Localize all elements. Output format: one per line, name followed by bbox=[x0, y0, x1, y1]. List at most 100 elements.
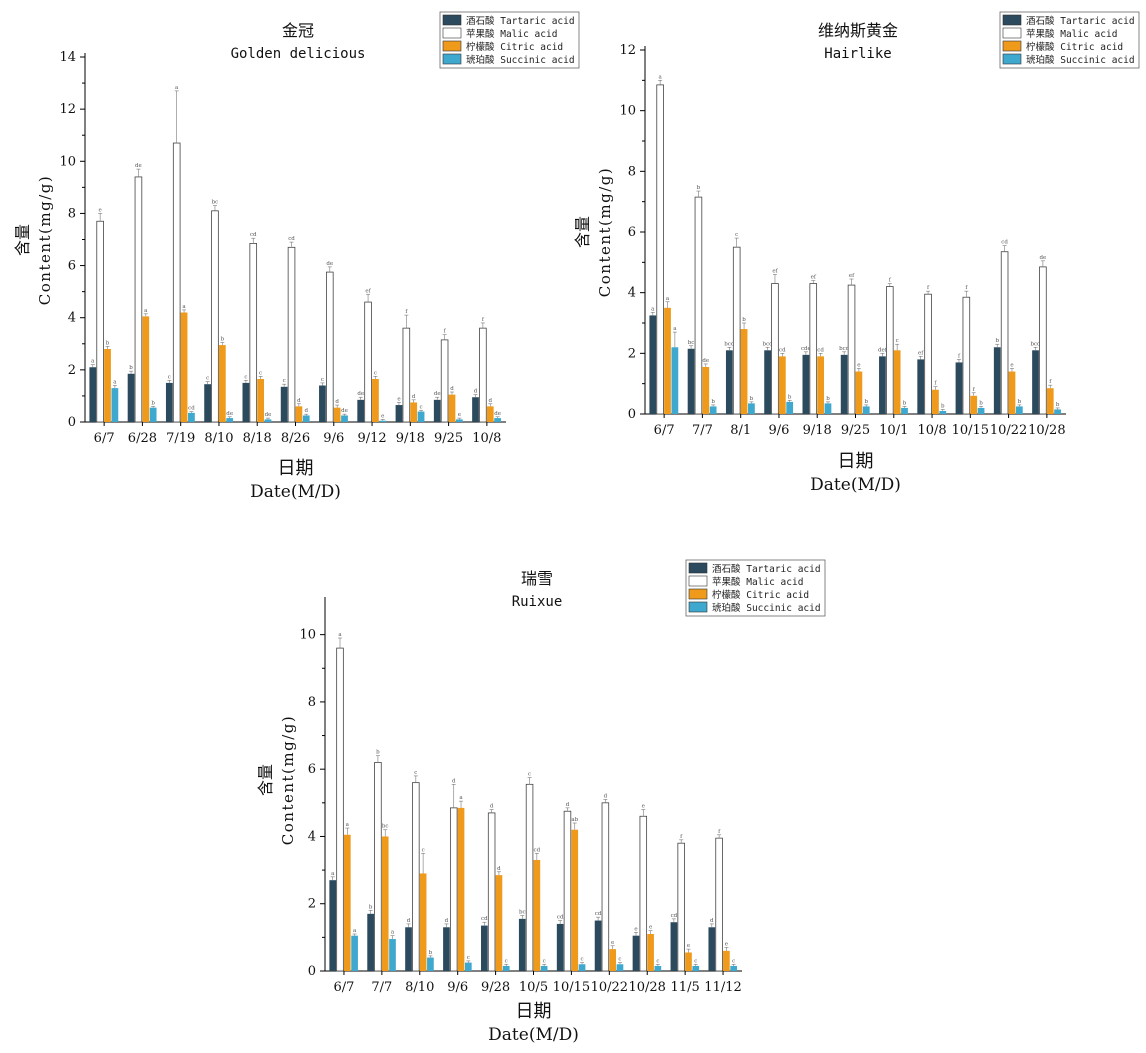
bar-malic bbox=[601, 802, 610, 972]
significance-letter: b bbox=[788, 394, 792, 400]
bar-tartaric bbox=[127, 373, 135, 422]
bar-malic bbox=[1000, 251, 1009, 415]
x-axis-label-en: Date(M/D) bbox=[488, 1025, 579, 1045]
x-tick-label: 6/7 bbox=[94, 431, 115, 446]
significance-letter: f bbox=[973, 387, 976, 393]
significance-letter: c bbox=[543, 958, 546, 964]
significance-letter: b bbox=[697, 185, 701, 191]
y-tick-label: 0 bbox=[628, 407, 636, 422]
legend-swatch bbox=[1002, 14, 1022, 26]
chart-title: 瑞雪 bbox=[521, 569, 553, 588]
significance-letter: b bbox=[106, 340, 110, 346]
significance-letter: e bbox=[857, 363, 860, 369]
x-axis-label-en: Date(M/D) bbox=[810, 475, 901, 495]
x-tick-label: 9/12 bbox=[357, 431, 386, 446]
significance-letter: f bbox=[934, 381, 937, 387]
y-tick-label: 10 bbox=[59, 154, 76, 169]
bar-tartaric bbox=[329, 880, 337, 971]
x-tick-label: 8/1 bbox=[730, 423, 751, 438]
bar-succinic bbox=[494, 418, 501, 422]
bar-succinic bbox=[464, 962, 472, 971]
bar-malic bbox=[364, 301, 372, 423]
x-axis-label-cn: 日期 bbox=[838, 451, 874, 472]
bar-tartaric bbox=[594, 920, 602, 971]
bar-malic bbox=[847, 284, 856, 415]
significance-letter: c bbox=[321, 377, 324, 383]
bar-malic bbox=[715, 837, 723, 972]
bar-tartaric bbox=[955, 362, 963, 414]
significance-letter: e bbox=[397, 396, 400, 402]
y-tick-label: 6 bbox=[628, 225, 636, 240]
y-axis-label: 含量 Content(mg/g) bbox=[13, 175, 54, 305]
significance-letter: a bbox=[144, 308, 148, 314]
significance-letter: c bbox=[505, 958, 508, 964]
significance-letter: cd bbox=[288, 236, 295, 242]
x-tick-label: 9/18 bbox=[803, 423, 832, 438]
bar-succinic bbox=[389, 939, 396, 971]
x-tick-label: 6/7 bbox=[333, 980, 354, 995]
bar-citric bbox=[664, 307, 671, 414]
bar-citric bbox=[893, 350, 901, 414]
y-tick-label: 8 bbox=[308, 695, 316, 710]
significance-letter: a bbox=[346, 822, 350, 828]
bar-citric bbox=[1008, 371, 1016, 414]
significance-letter: ab bbox=[571, 817, 578, 823]
legend-entry: 琥珀酸 Succinic acid bbox=[1026, 54, 1135, 66]
significance-letter: e bbox=[687, 943, 690, 949]
bar-tartaric bbox=[280, 386, 288, 422]
legend-entry: 酒石酸 Tartaric acid bbox=[1026, 15, 1135, 27]
bar-malic bbox=[809, 283, 818, 415]
bar-succinic bbox=[502, 965, 510, 971]
significance-letter: b bbox=[750, 396, 754, 402]
bar-malic bbox=[677, 842, 685, 972]
y-axis-label-en: Content(mg/g) bbox=[279, 715, 297, 845]
significance-letter: bc bbox=[212, 200, 219, 206]
bar-succinic bbox=[417, 411, 425, 422]
legend-entry: 苹果酸 Malic acid bbox=[712, 576, 803, 588]
significance-letter: f bbox=[482, 317, 485, 323]
significance-letter: a bbox=[673, 326, 677, 332]
bar-malic bbox=[287, 246, 296, 423]
significance-letter: b bbox=[429, 950, 433, 956]
significance-letter: e bbox=[1010, 363, 1013, 369]
bar-malic bbox=[134, 176, 143, 423]
significance-letter: c bbox=[422, 847, 425, 853]
significance-letter: d bbox=[710, 918, 714, 924]
significance-letter: a bbox=[331, 871, 335, 877]
legend-entry: 苹果酸 Malic acid bbox=[466, 28, 557, 40]
significance-letter: de bbox=[702, 358, 709, 364]
bar-succinic bbox=[302, 415, 310, 422]
significance-letter: d bbox=[452, 778, 456, 784]
bar-citric bbox=[817, 356, 824, 414]
legend-swatch bbox=[688, 588, 708, 600]
significance-letter: cd bbox=[557, 915, 564, 921]
significance-letter: b bbox=[979, 400, 983, 406]
legend-box bbox=[999, 11, 1140, 69]
bar-citric bbox=[419, 873, 427, 971]
significance-letter: c bbox=[283, 378, 286, 384]
significance-letter: b bbox=[221, 336, 225, 342]
bar-citric bbox=[970, 395, 978, 414]
x-tick-label: 9/25 bbox=[434, 431, 463, 446]
bar-citric bbox=[778, 356, 786, 414]
bar-succinic bbox=[862, 406, 870, 414]
significance-letter: f bbox=[1049, 379, 1052, 385]
bar-citric bbox=[448, 394, 456, 422]
x-tick-label: 6/28 bbox=[128, 431, 157, 446]
significance-letter: c bbox=[206, 376, 209, 382]
bar-malic bbox=[211, 210, 219, 423]
x-axis-label-en: Date(M/D) bbox=[250, 482, 341, 502]
chart-title: 维纳斯黄金 bbox=[818, 21, 898, 40]
bar-citric bbox=[343, 834, 351, 971]
legend-entry: 酒石酸 Tartaric acid bbox=[712, 563, 821, 575]
significance-letter: b bbox=[995, 338, 999, 344]
significance-letter: f bbox=[889, 278, 892, 284]
y-axis-label: 含量 Content(mg/g) bbox=[573, 167, 614, 297]
significance-letter: a bbox=[651, 306, 655, 312]
significance-letter: f bbox=[958, 353, 961, 359]
x-tick-label: 10/22 bbox=[990, 423, 1027, 438]
chart-subtitle: Hairlike bbox=[824, 46, 891, 62]
x-tick-label: 11/12 bbox=[704, 980, 741, 995]
significance-letter: f bbox=[927, 285, 930, 291]
y-tick-label: 6 bbox=[68, 259, 76, 274]
